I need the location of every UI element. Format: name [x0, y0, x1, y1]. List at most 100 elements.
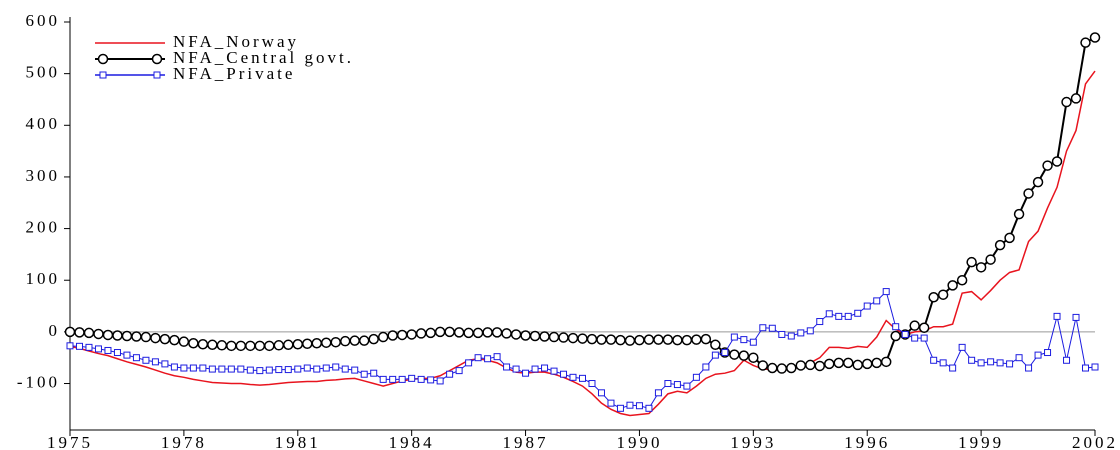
point-marker	[396, 329, 408, 341]
point-marker	[85, 343, 93, 351]
point-marker	[227, 365, 235, 373]
point-marker	[510, 329, 522, 340]
legend-marker	[153, 71, 161, 79]
point-marker	[501, 328, 512, 339]
point-marker	[64, 326, 76, 338]
point-marker	[634, 334, 645, 346]
point-marker	[681, 334, 693, 346]
point-marker	[322, 364, 330, 372]
point-marker	[321, 337, 332, 348]
point-marker	[558, 332, 569, 343]
point-marker	[311, 337, 323, 349]
point-marker	[254, 340, 266, 352]
point-marker	[377, 331, 389, 343]
point-marker	[550, 367, 558, 375]
point-marker	[664, 380, 672, 388]
legend-label: NFA_Norway	[173, 32, 299, 51]
point-marker	[854, 309, 862, 317]
y-tick-label: 400	[26, 114, 61, 133]
point-marker	[548, 331, 560, 343]
point-marker	[1091, 363, 1099, 371]
point-marker	[596, 334, 607, 345]
point-marker	[787, 332, 795, 340]
point-marker	[871, 357, 882, 369]
x-tick-label: 1975	[47, 433, 93, 450]
point-marker	[132, 354, 140, 362]
point-marker	[700, 333, 712, 345]
point-marker	[159, 333, 171, 345]
point-marker	[835, 312, 843, 320]
point-marker	[541, 364, 549, 372]
point-marker	[626, 401, 634, 409]
point-marker	[569, 373, 577, 381]
point-marker	[797, 329, 805, 337]
point-marker	[749, 338, 757, 346]
point-marker	[930, 356, 938, 364]
point-marker	[692, 373, 700, 381]
point-marker	[1053, 312, 1061, 320]
point-marker	[491, 327, 503, 338]
point-marker	[918, 322, 930, 333]
point-marker	[710, 339, 721, 351]
point-marker	[624, 335, 636, 346]
point-marker	[246, 366, 254, 374]
point-marker	[730, 333, 738, 341]
legend-marker	[151, 53, 163, 65]
point-marker	[351, 366, 359, 374]
point-marker	[778, 330, 786, 338]
point-marker	[643, 334, 655, 345]
point-marker	[465, 359, 473, 367]
point-marker	[208, 365, 216, 373]
point-marker	[529, 330, 541, 342]
point-marker	[842, 357, 854, 369]
point-marker	[389, 375, 397, 383]
point-marker	[662, 334, 674, 345]
point-marker	[539, 331, 550, 342]
point-marker	[151, 358, 159, 366]
point-marker	[199, 364, 207, 372]
point-marker	[1006, 360, 1014, 368]
point-marker	[1015, 354, 1023, 362]
point-marker	[245, 340, 256, 352]
legend-label: NFA_Private	[173, 64, 295, 83]
point-marker	[1063, 356, 1071, 364]
point-marker	[977, 359, 985, 367]
point-marker	[806, 327, 814, 335]
y-tick-label: 300	[26, 166, 61, 185]
point-marker	[425, 327, 436, 339]
y-tick-label: 500	[26, 63, 61, 82]
point-marker	[415, 328, 427, 339]
point-marker	[579, 374, 586, 382]
point-marker	[1013, 208, 1025, 220]
point-marker	[446, 370, 454, 378]
point-marker	[339, 335, 351, 347]
point-marker	[520, 330, 531, 341]
point-marker	[1070, 93, 1082, 104]
point-marker	[474, 354, 482, 362]
x-tick-label: 1990	[616, 433, 662, 450]
legend-marker	[99, 71, 107, 79]
point-marker	[824, 358, 835, 370]
point-marker	[113, 349, 121, 357]
y-tick-label: 200	[26, 217, 61, 236]
point-marker	[455, 367, 463, 375]
point-marker	[463, 327, 474, 339]
point-marker	[861, 358, 873, 370]
point-marker	[994, 239, 1006, 251]
point-marker	[947, 280, 958, 291]
point-marker	[161, 360, 169, 368]
point-marker	[748, 352, 759, 363]
point-marker	[740, 336, 748, 344]
point-marker	[83, 327, 95, 339]
point-marker	[939, 359, 947, 367]
point-marker	[560, 370, 568, 378]
point-marker	[975, 262, 987, 273]
point-marker	[654, 389, 662, 397]
point-marker	[691, 334, 702, 345]
point-marker	[1044, 349, 1052, 357]
point-marker	[968, 356, 976, 364]
point-marker	[985, 254, 996, 265]
point-marker	[1032, 176, 1044, 188]
point-marker	[635, 402, 643, 410]
